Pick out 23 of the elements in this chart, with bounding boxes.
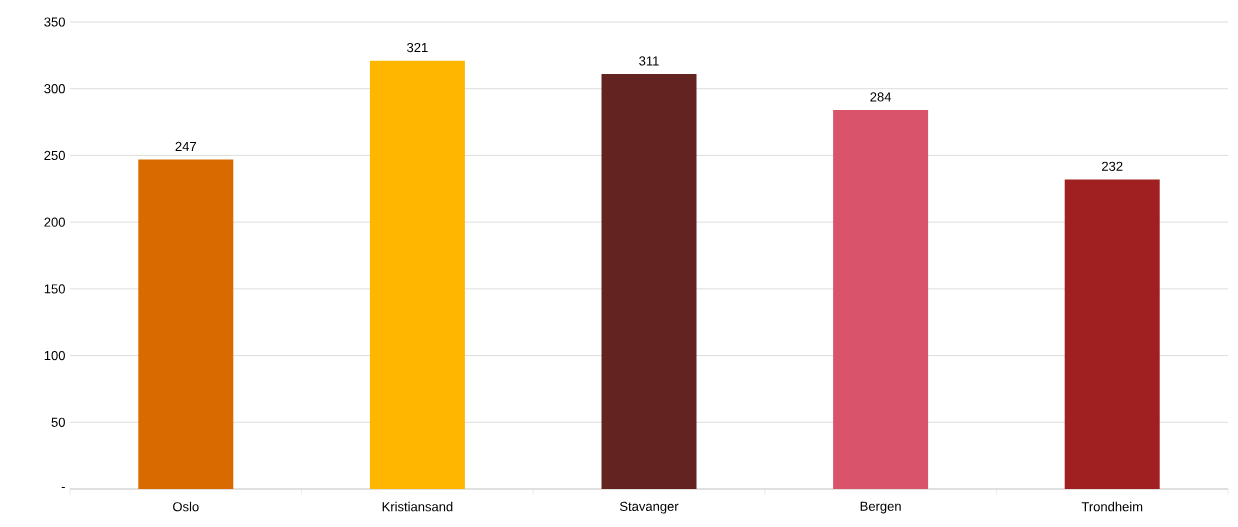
data-label: 321 [407, 42, 428, 53]
y-tick-label: 200 [44, 217, 65, 227]
x-tick-label: Trondheim [1081, 501, 1143, 512]
y-tick-label: 350 [44, 17, 65, 27]
data-label: 232 [1102, 161, 1123, 171]
bar [369, 60, 465, 489]
x-tick-label: Stavanger [619, 501, 679, 514]
x-tick-label: Kristiansand [382, 501, 453, 512]
y-tick-label: 100 [44, 350, 65, 361]
y-tick-label: - [61, 487, 65, 489]
y-tick-label: 50 [51, 417, 65, 427]
x-tick-label: Bergen [860, 501, 901, 514]
data-label: 247 [175, 141, 196, 151]
data-label: 284 [870, 92, 892, 102]
data-label: 311 [639, 56, 659, 66]
bar [601, 74, 697, 489]
bar [1064, 179, 1160, 489]
bar [833, 110, 929, 489]
y-tick-label: 150 [44, 284, 65, 294]
y-tick-label: 300 [44, 84, 65, 94]
x-tick-label: Oslo [173, 501, 199, 512]
y-tick-label: 250 [44, 150, 65, 161]
bar [138, 159, 234, 489]
